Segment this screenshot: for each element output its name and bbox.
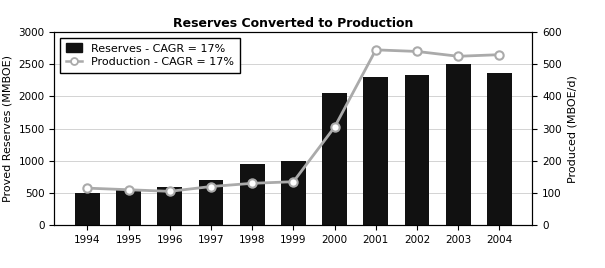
Title: Reserves Converted to Production: Reserves Converted to Production bbox=[173, 17, 414, 29]
Bar bbox=[75, 193, 100, 225]
Bar bbox=[281, 161, 306, 225]
Bar bbox=[198, 180, 223, 225]
Bar bbox=[446, 64, 471, 225]
Bar bbox=[405, 75, 430, 225]
Bar bbox=[157, 187, 182, 225]
Legend: Reserves - CAGR = 17%, Production - CAGR = 17%: Reserves - CAGR = 17%, Production - CAGR… bbox=[60, 38, 240, 73]
Bar bbox=[322, 93, 347, 225]
Y-axis label: Proved Reserves (MMBOE): Proved Reserves (MMBOE) bbox=[3, 55, 13, 202]
Bar bbox=[364, 77, 388, 225]
Bar bbox=[487, 73, 512, 225]
Bar bbox=[116, 190, 141, 225]
Y-axis label: Produced (MBOE/d): Produced (MBOE/d) bbox=[567, 75, 577, 183]
Bar bbox=[240, 164, 264, 225]
